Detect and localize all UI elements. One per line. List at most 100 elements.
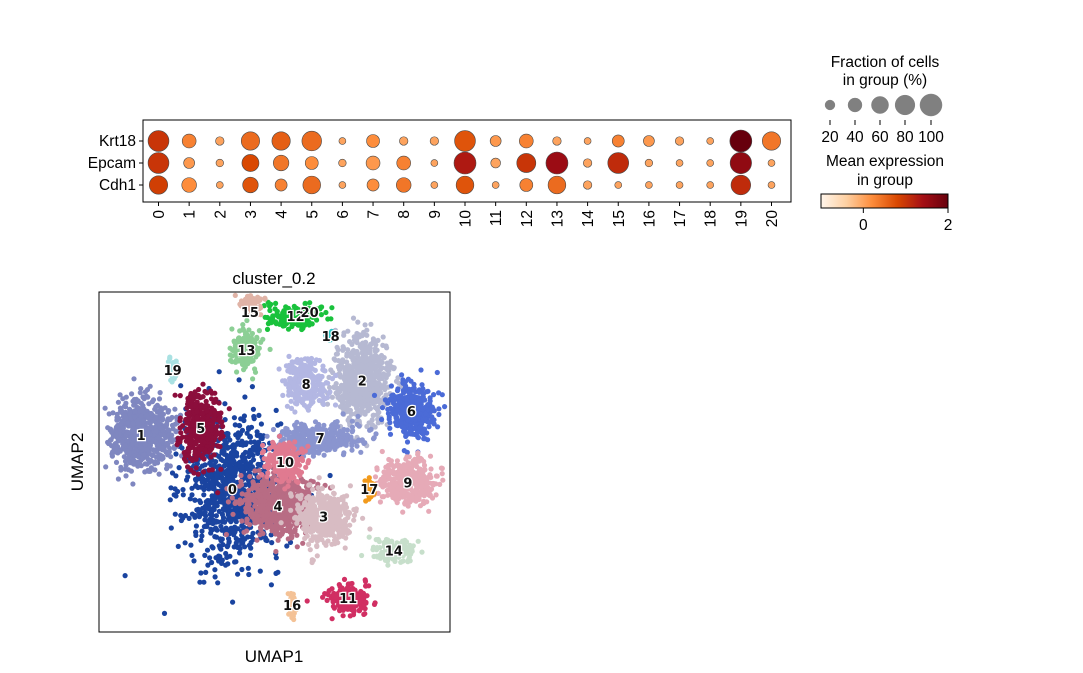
color-legend: Mean expression in group 0 2 [820,153,952,234]
dot-krt18-cluster-19 [729,129,753,153]
color-legend-label-0: 0 [859,217,868,234]
dot-epcam-cluster-8 [396,155,411,171]
umap-cluster-6-points [371,367,448,455]
size-legend-label-100: 100 [918,129,944,146]
umap-cluster-9-points [371,448,446,515]
umap-cluster-label-15: 15 [241,306,259,321]
dot-epcam-cluster-1 [183,157,195,169]
umap-cluster-label-3: 3 [319,510,328,525]
umap-cluster-label-16: 16 [283,599,301,614]
dot-epcam-cluster-2 [215,158,224,168]
size-legend-dot-60 [871,96,889,114]
umap-cluster-label-0: 0 [228,483,237,498]
color-legend-title-line1: Mean expression [826,153,944,170]
dot-krt18-cluster-17 [674,136,685,146]
dot-krt18-cluster-11 [489,135,502,147]
dot-krt18-cluster-2 [215,136,225,146]
dot-cdh1-cluster-9 [430,181,439,189]
umap-cluster-label-9: 9 [403,476,412,491]
category-label-7: 7 [366,210,383,219]
size-legend-label-20: 20 [821,129,839,146]
umap-cluster-label-13: 13 [237,344,255,359]
dot-epcam-cluster-11 [490,157,501,169]
dot-epcam-cluster-17 [675,159,684,167]
dot-cdh1-cluster-17 [675,181,684,189]
dot-cdh1-cluster-14 [583,180,593,190]
dot-krt18-cluster-16 [643,135,655,147]
size-legend-label-40: 40 [846,129,864,146]
dot-epcam-cluster-7 [365,155,381,171]
dot-cdh1-cluster-1 [181,177,197,193]
dot-cdh1-cluster-6 [338,181,347,189]
umap-title: cluster_0.2 [232,269,315,288]
dot-epcam-cluster-13 [545,151,569,175]
umap-cluster-label-19: 19 [164,364,182,379]
umap-cluster-15-points [232,292,268,318]
colorbar [820,193,949,209]
umap-cluster-16-points [285,590,299,623]
umap-cluster-label-12: 12 [287,310,305,325]
umap-cluster-label-1: 1 [137,429,146,444]
umap-cluster-17-points [362,475,378,504]
category-label-9: 9 [427,210,444,219]
umap-cluster-8-points [276,353,339,415]
dot-krt18-cluster-1 [181,133,197,149]
category-label-2: 2 [212,210,229,219]
size-legend: Fraction of cells in group (%) 20 40 60 80 1… [821,54,944,146]
umap-cluster-3-points [278,475,373,566]
dot-krt18-cluster-5 [301,130,322,152]
category-label-18: 18 [703,210,720,227]
dot-krt18-cluster-0 [147,130,170,152]
umap-xlabel: UMAP1 [245,647,304,666]
size-legend-label-80: 80 [896,129,914,146]
umap-cluster-5-points [172,381,232,496]
dot-krt18-cluster-10 [454,130,476,152]
category-label-16: 16 [641,210,658,227]
dot-krt18-cluster-8 [399,136,409,146]
dot-krt18-cluster-12 [519,133,534,149]
dot-krt18-cluster-14 [583,137,592,145]
dot-epcam-cluster-18 [706,159,714,167]
dot-epcam-cluster-16 [644,158,654,168]
dot-cdh1-cluster-18 [706,181,714,189]
category-label-3: 3 [243,210,260,219]
dot-krt18-cluster-13 [552,136,562,146]
umap-cluster-10-points [259,433,312,492]
umap-cluster-14-points [359,534,425,568]
umap-cluster-label-7: 7 [316,432,325,447]
dot-cdh1-cluster-16 [645,181,653,189]
umap-cluster-11-points [304,576,378,622]
dot-krt18-cluster-20 [761,131,781,151]
dot-cdh1-cluster-20 [767,181,776,189]
dot-cdh1-cluster-12 [519,178,534,192]
category-label-15: 15 [611,210,628,227]
dot-cdh1-cluster-2 [216,181,224,189]
category-label-20: 20 [764,210,781,228]
umap-cluster-label-8: 8 [302,378,311,393]
dot-epcam-cluster-0 [147,152,170,174]
umap-cluster-label-5: 5 [196,422,205,437]
category-label-13: 13 [549,210,566,227]
category-label-8: 8 [396,210,413,219]
umap-ylabel: UMAP2 [68,433,87,492]
dot-epcam-cluster-9 [430,159,439,167]
dot-epcam-cluster-14 [583,158,593,168]
umap-cluster-12-points [261,299,335,333]
umap-cluster-label-14: 14 [385,544,403,559]
dot-epcam-cluster-20 [767,159,776,167]
umap-cluster-label-4: 4 [273,500,282,515]
dot-krt18-cluster-3 [240,131,260,151]
category-label-6: 6 [335,210,352,219]
umap-cluster-19-points [165,354,180,385]
umap-chart: cluster_0.2 0123456789101112131415161718… [68,269,451,666]
dotplot-axes-frame [142,119,792,203]
size-legend-dot-40 [847,97,863,113]
umap-cluster-13-points [227,317,273,382]
category-label-1: 1 [182,210,199,219]
umap-cluster-18-points [323,328,340,343]
dot-epcam-cluster-12 [516,153,537,173]
size-legend-dot-100 [919,93,943,117]
size-legend-label-60: 60 [871,129,889,146]
dot-epcam-cluster-15 [607,152,629,174]
